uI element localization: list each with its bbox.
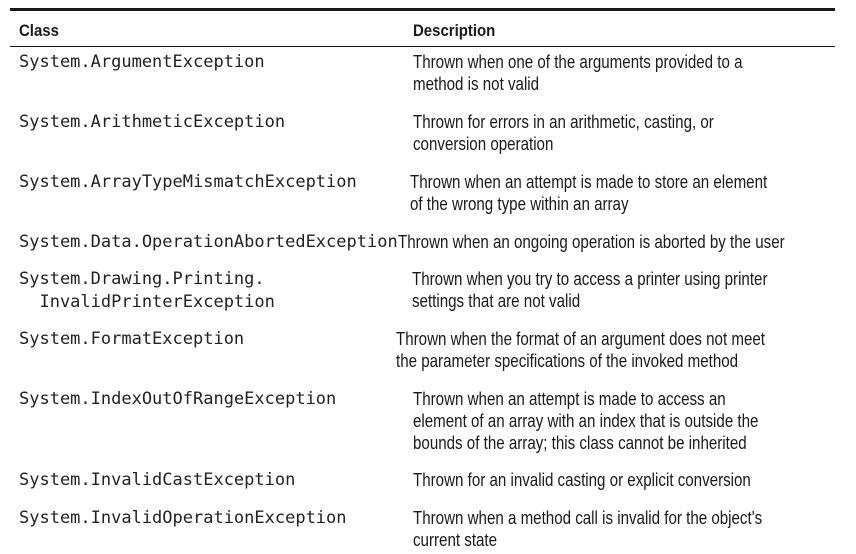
class-name-line: System.IndexOutOfRangeException bbox=[19, 389, 337, 409]
table-row: System.Drawing.Printing. InvalidPrinterE… bbox=[10, 268, 835, 314]
description-cell: Thrown for an invalid casting or explici… bbox=[413, 469, 835, 491]
description-line: Thrown when an attempt is made to access… bbox=[413, 389, 726, 409]
description-line: settings that are not valid bbox=[411, 291, 580, 311]
description-line: the parameter specifications of the invo… bbox=[395, 351, 738, 371]
class-name-cell: System.InvalidOperationException bbox=[10, 507, 413, 530]
description-line: Thrown when an attempt is made to store … bbox=[409, 172, 767, 192]
class-name-line: System.Data.OperationAbortedException bbox=[19, 232, 398, 252]
table-row: System.InvalidCastException Thrown for an… bbox=[10, 469, 835, 492]
class-name-line: System.InvalidCastException bbox=[19, 470, 296, 490]
description-line: Thrown when a method call is invalid for… bbox=[413, 508, 763, 528]
class-name-cell: System.ArgumentException bbox=[10, 51, 413, 74]
class-name-line: System.Drawing.Printing. bbox=[19, 269, 265, 289]
class-name-cell: System.Data.OperationAbortedException bbox=[10, 231, 398, 254]
description-line: Thrown when an ongoing operation is abor… bbox=[397, 232, 785, 252]
header-class-label: Class bbox=[19, 21, 59, 40]
description-line: bounds of the array; this class cannot b… bbox=[413, 433, 747, 453]
description-line: current state bbox=[413, 530, 498, 550]
class-name-line: InvalidPrinterException bbox=[19, 292, 275, 312]
description-line: conversion operation bbox=[413, 134, 554, 154]
header-cell-class: Class bbox=[10, 21, 413, 41]
description-line: Thrown for errors in an arithmetic, cast… bbox=[413, 112, 714, 132]
description-cell: Thrown when the format of an argument do… bbox=[396, 328, 835, 372]
class-name-cell: System.IndexOutOfRangeException bbox=[10, 388, 413, 411]
description-cell: Thrown when an attempt is made to store … bbox=[410, 171, 835, 215]
class-name-cell: System.Drawing.Printing. InvalidPrinterE… bbox=[10, 268, 412, 314]
description-line: Thrown when one of the arguments provide… bbox=[413, 52, 743, 72]
class-name-cell: System.ArithmeticException bbox=[10, 111, 413, 134]
class-name-cell: System.InvalidCastException bbox=[10, 469, 413, 492]
class-name-line: System.ArrayTypeMismatchException bbox=[19, 172, 357, 192]
header-description-label: Description bbox=[413, 21, 496, 40]
table-row: System.IndexOutOfRangeException Thrown wh… bbox=[10, 388, 835, 454]
header-cell-description: Description bbox=[413, 21, 835, 41]
description-line: Thrown when you try to access a printer … bbox=[411, 269, 768, 289]
table-top-rule bbox=[10, 8, 835, 11]
table-row: System.Data.OperationAbortedException Thr… bbox=[10, 231, 835, 254]
description-line: of the wrong type within an array bbox=[409, 194, 629, 214]
description-line: Thrown for an invalid casting or explici… bbox=[413, 470, 751, 490]
class-name-line: System.ArithmeticException bbox=[19, 112, 286, 132]
description-line: element of an array with an index that i… bbox=[413, 411, 759, 431]
table-row: System.ArgumentException Thrown when one … bbox=[10, 51, 835, 95]
table-header-row: Class Description bbox=[10, 11, 835, 47]
description-cell: Thrown when you try to access a printer … bbox=[412, 268, 835, 312]
table-row: System.FormatException Thrown when the fo… bbox=[10, 328, 835, 372]
table-row: System.ArithmeticException Thrown for err… bbox=[10, 111, 835, 155]
class-name-cell: System.FormatException bbox=[10, 328, 396, 351]
exception-table: Class Description System.ArgumentExcepti… bbox=[10, 8, 835, 550]
description-line: Thrown when the format of an argument do… bbox=[395, 329, 765, 349]
description-cell: Thrown when a method call is invalid for… bbox=[413, 507, 835, 551]
description-line: method is not valid bbox=[413, 74, 540, 94]
description-cell: Thrown when an ongoing operation is abor… bbox=[398, 231, 856, 253]
description-cell: Thrown for errors in an arithmetic, cast… bbox=[413, 111, 835, 155]
description-cell: Thrown when an attempt is made to access… bbox=[413, 388, 835, 454]
class-name-line: System.InvalidOperationException bbox=[19, 508, 347, 528]
table-row: System.InvalidOperationException Thrown w… bbox=[10, 507, 835, 551]
table-row: System.ArrayTypeMismatchException Thrown … bbox=[10, 171, 835, 215]
description-cell: Thrown when one of the arguments provide… bbox=[413, 51, 835, 95]
class-name-cell: System.ArrayTypeMismatchException bbox=[10, 171, 410, 194]
class-name-line: System.ArgumentException bbox=[19, 52, 265, 72]
class-name-line: System.FormatException bbox=[19, 329, 245, 349]
